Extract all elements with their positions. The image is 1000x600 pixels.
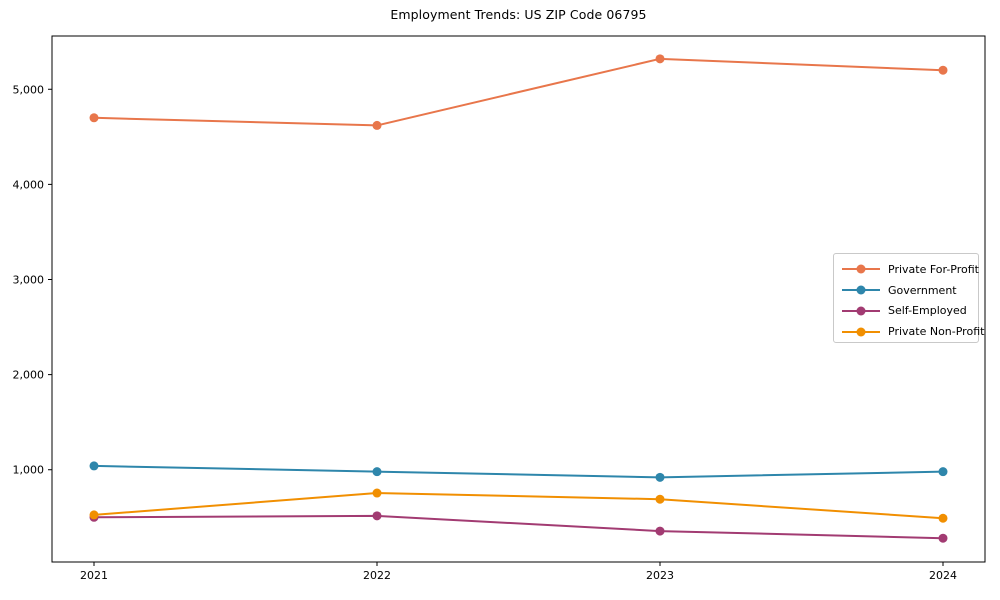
legend-entry-government: Government (842, 280, 970, 300)
series-line-private-for-profit (93, 57, 944, 127)
chart-legend: Private For-Profit Government Self-Emplo… (833, 253, 984, 343)
legend-label: Self-Employed (888, 304, 967, 318)
legend-line-dot-marker (842, 285, 880, 295)
legend-entry-self-employed: Self-Employed (842, 301, 970, 321)
y-tick-label: 3,000 (13, 274, 45, 287)
legend-line-dot-marker (842, 264, 880, 274)
data-point-marker (89, 461, 99, 471)
y-tick-label: 5,000 (13, 83, 45, 96)
series-line-private-non-profit (93, 492, 944, 520)
data-point-marker (89, 113, 99, 123)
legend-label: Private Non-Profit (888, 325, 985, 339)
data-point-marker (938, 467, 948, 477)
data-point-marker (89, 510, 99, 520)
legend-label: Government (888, 283, 957, 297)
x-tick-label: 2023 (646, 569, 674, 582)
data-point-marker (938, 513, 948, 523)
y-tick-label: 2,000 (13, 369, 45, 382)
legend-entry-private-for-profit: Private For-Profit (842, 259, 979, 279)
data-point-marker (372, 120, 382, 130)
data-point-marker (372, 488, 382, 498)
y-tick-label: 4,000 (13, 178, 45, 191)
data-point-marker (372, 467, 382, 477)
data-point-marker (655, 494, 665, 504)
chart-title: Employment Trends: US ZIP Code 06795 (390, 7, 647, 22)
x-tick-label: 2022 (363, 569, 391, 582)
y-tick-label: 1,000 (13, 464, 45, 477)
plot-border (51, 35, 986, 563)
data-point-marker (655, 54, 665, 64)
data-point-marker (372, 511, 382, 521)
data-point-marker (655, 472, 665, 482)
legend-line-dot-marker (842, 306, 880, 316)
series-line-government (93, 464, 944, 479)
x-tick-label: 2024 (929, 569, 957, 582)
data-point-marker (655, 526, 665, 536)
series-line-self-employed (93, 514, 944, 540)
data-point-marker (938, 533, 948, 543)
data-point-marker (938, 65, 948, 75)
legend-line-dot-marker (842, 327, 880, 337)
legend-entry-private-non-profit: Private Non-Profit (842, 322, 984, 342)
x-tick-label: 2021 (80, 569, 108, 582)
legend-label: Private For-Profit (888, 262, 979, 276)
